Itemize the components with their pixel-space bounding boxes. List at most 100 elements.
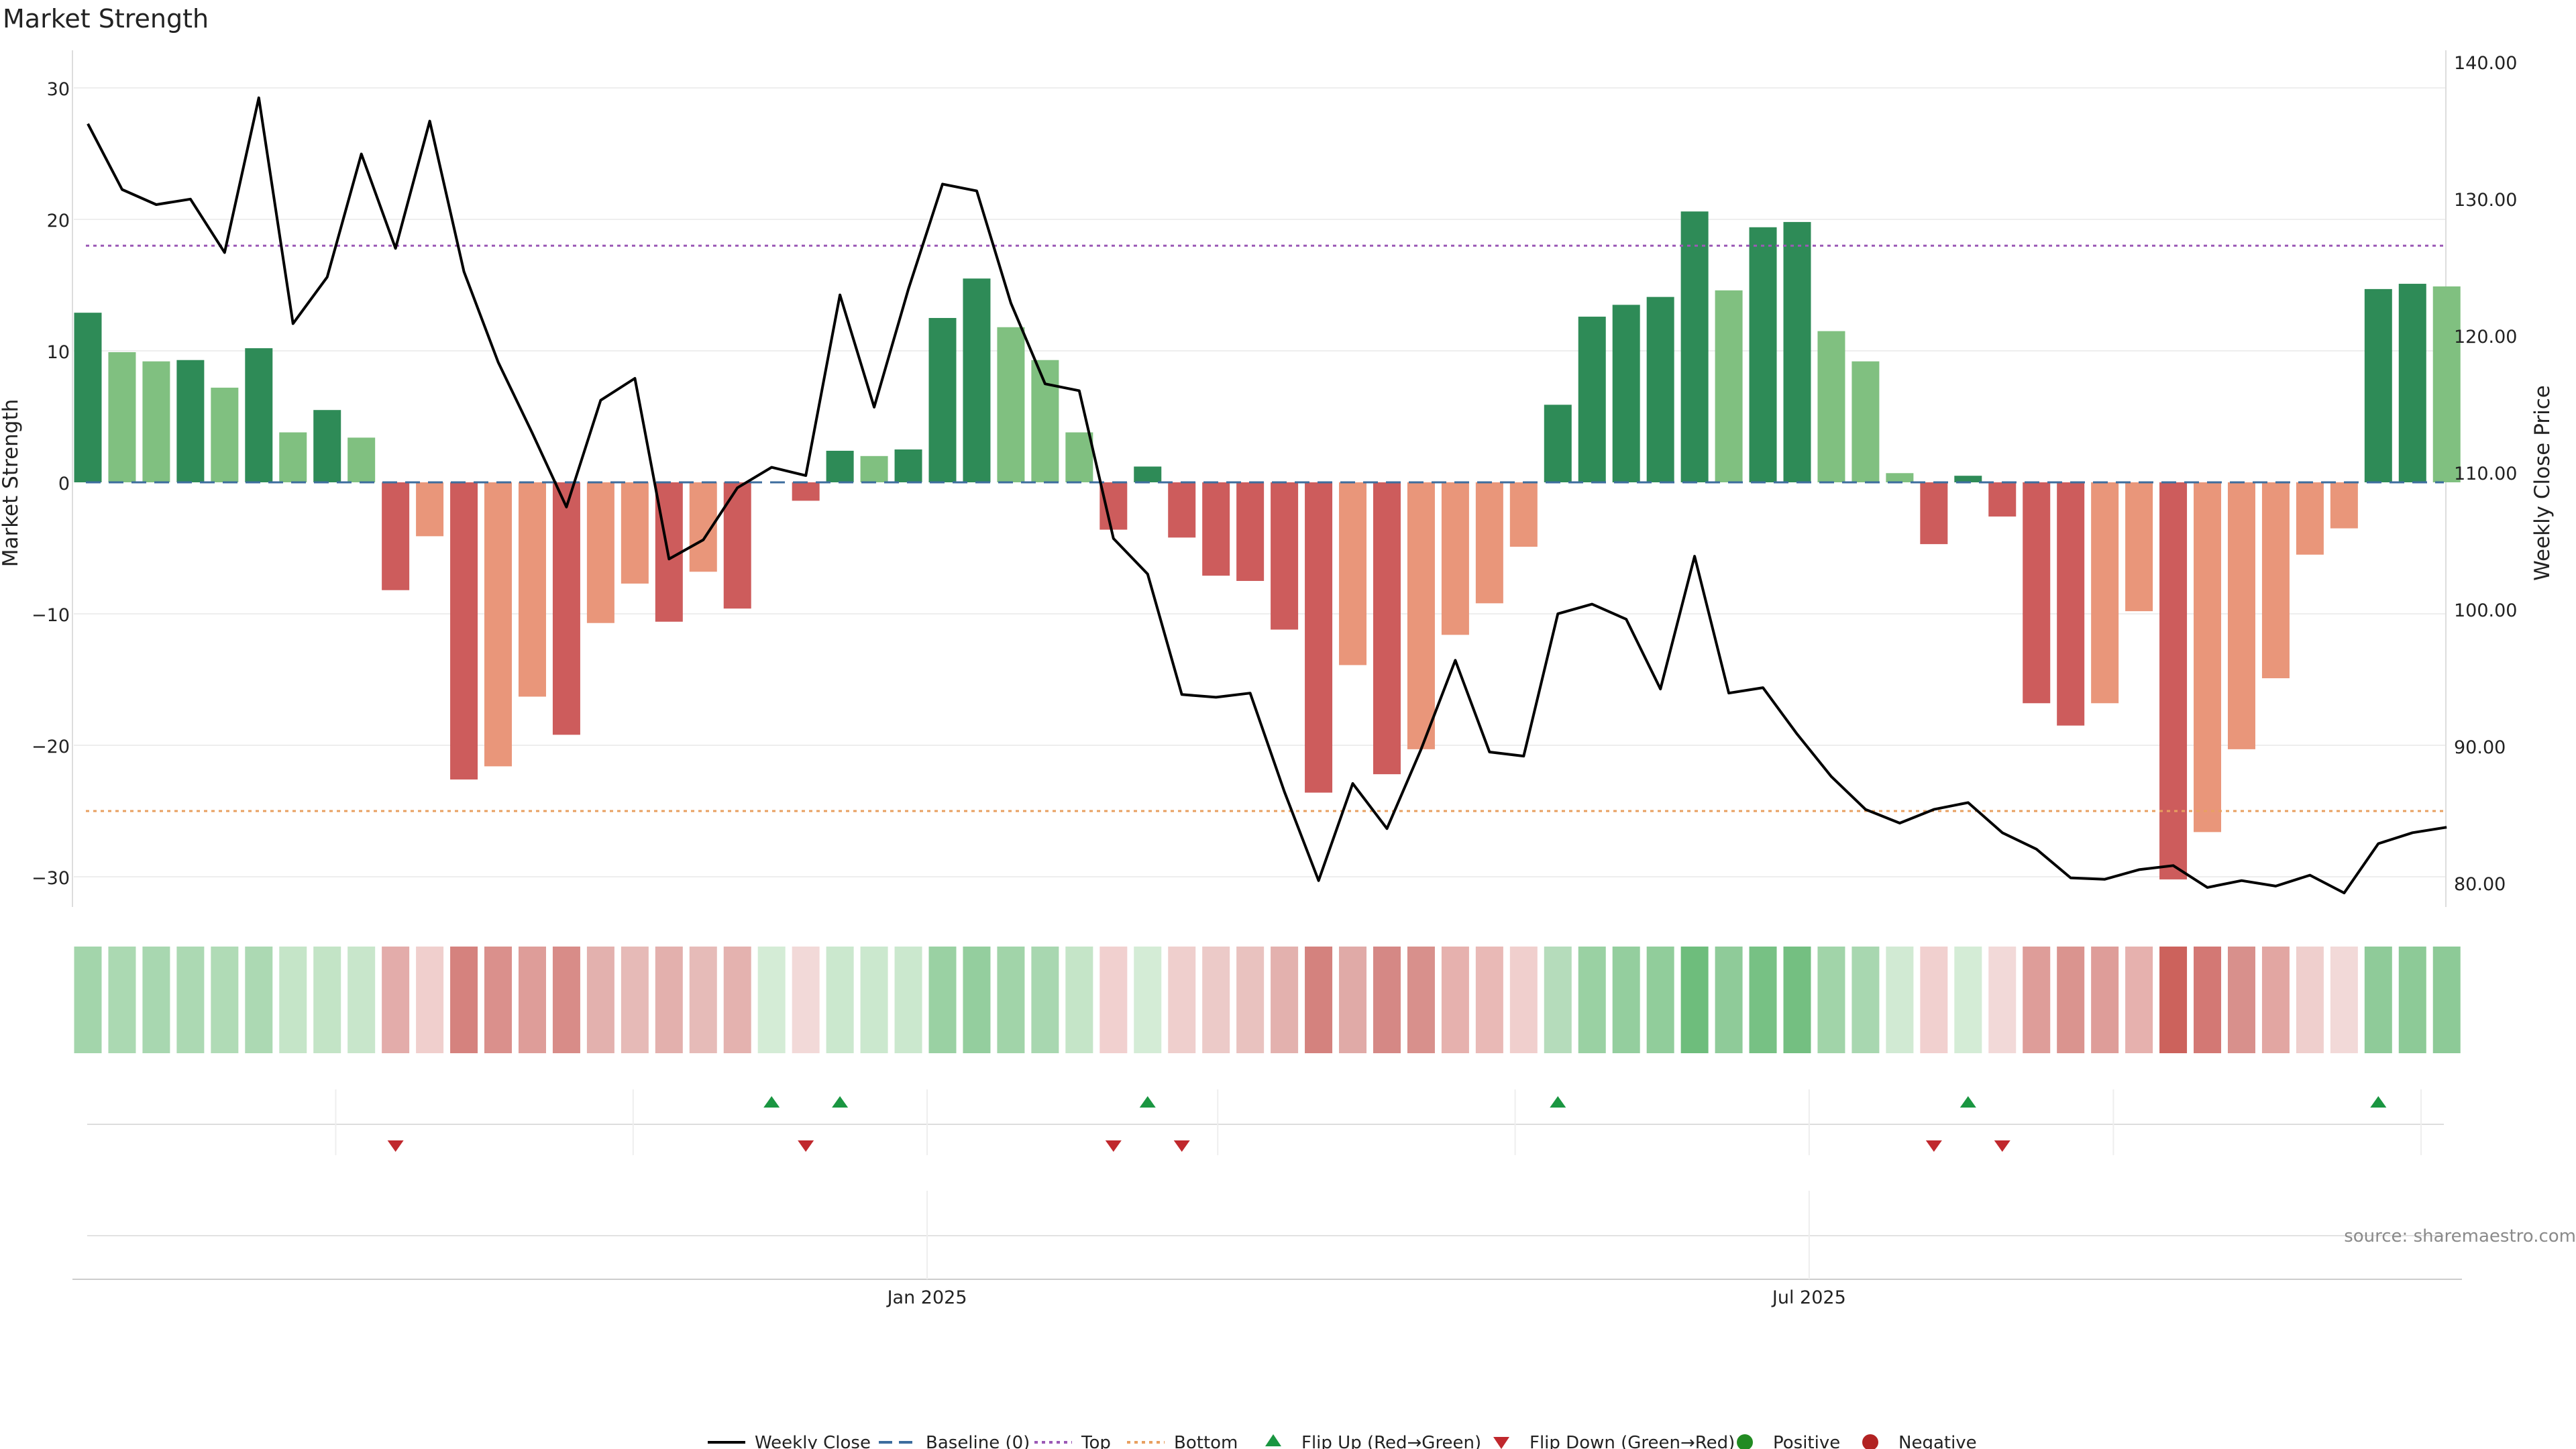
strength-bar — [621, 482, 649, 584]
heat-cell — [1544, 947, 1572, 1053]
heat-cell — [211, 947, 239, 1053]
heat-cell — [2159, 947, 2188, 1053]
right-y-axis-label: Weekly Close Price — [2530, 385, 2555, 581]
heat-cell — [757, 947, 786, 1053]
heat-cell — [2432, 947, 2461, 1053]
strength-bar — [176, 360, 205, 482]
y-tick-right: 90.00 — [2454, 737, 2506, 758]
strength-bar — [792, 482, 820, 501]
flip-down-marker — [387, 1140, 404, 1152]
heat-cell — [1954, 947, 1982, 1053]
strength-bar — [1749, 227, 1777, 482]
strength-bars — [74, 211, 2461, 879]
heat-cell — [1646, 947, 1674, 1053]
y-tick-left: −10 — [32, 605, 70, 626]
x-axis-ticks: Jan 2025 Jul 2025 — [886, 1287, 1846, 1308]
strength-bar — [1509, 482, 1538, 547]
heat-cell — [279, 947, 307, 1053]
strength-bar — [108, 352, 136, 482]
y-tick-left: −20 — [32, 737, 70, 757]
strength-bar — [450, 482, 478, 780]
heat-cell — [1168, 947, 1196, 1053]
heat-cell — [1749, 947, 1777, 1053]
heat-cell — [1441, 947, 1469, 1053]
heat-cell — [2364, 947, 2392, 1053]
left-y-axis-ticks: 30 20 10 0 −10 −20 −30 — [32, 79, 70, 889]
heat-cell — [1509, 947, 1538, 1053]
strength-bar — [279, 432, 307, 482]
strength-bar — [1680, 211, 1709, 482]
legend-label: Positive — [1773, 1433, 1840, 1449]
strength-bar — [518, 482, 546, 697]
strength-bar — [1783, 221, 1811, 482]
legend-item-bottom: Bottom — [1127, 1433, 1238, 1449]
chart-legend: Weekly Close Baseline (0) Top Bottom Fli… — [708, 1433, 1977, 1449]
strength-bar — [2023, 482, 2051, 704]
heat-cell — [1851, 947, 1880, 1053]
heat-cell — [108, 947, 136, 1053]
heat-cell — [655, 947, 683, 1053]
strength-bar — [997, 327, 1025, 482]
heat-cell — [484, 947, 513, 1053]
heat-cell — [2261, 947, 2290, 1053]
strength-bar — [2364, 288, 2392, 482]
heat-cell — [963, 947, 991, 1053]
heat-cell — [1134, 947, 1162, 1053]
heat-cell — [347, 947, 376, 1053]
y-tick-left: −30 — [32, 868, 70, 889]
right-y-axis-ticks: 140.00 130.00 120.00 110.00 100.00 90.00… — [2454, 53, 2517, 895]
strength-bar — [2398, 284, 2426, 482]
legend-label: Top — [1081, 1433, 1111, 1449]
y-tick-right: 110.00 — [2454, 464, 2517, 484]
strength-bar — [928, 318, 957, 482]
heat-cell — [2023, 947, 2051, 1053]
x-tick-label: Jul 2025 — [1771, 1287, 1846, 1308]
heat-cell — [74, 947, 102, 1053]
heat-cell — [1612, 947, 1640, 1053]
y-tick-left: 10 — [47, 342, 70, 363]
heat-cell — [245, 947, 273, 1053]
y-tick-right: 130.00 — [2454, 190, 2517, 211]
y-tick-right: 80.00 — [2454, 874, 2506, 895]
flip-down-marker — [1994, 1140, 2010, 1152]
weekly-close-line — [87, 96, 2447, 895]
heat-cell — [792, 947, 820, 1053]
heat-cell — [2330, 947, 2358, 1053]
flip-up-marker — [832, 1096, 849, 1108]
source-note: source: sharemaestro.com — [2344, 1226, 2576, 1246]
y-tick-left: 30 — [47, 79, 70, 100]
legend-label: Bottom — [1174, 1433, 1238, 1449]
flip-up-marker — [1550, 1096, 1566, 1108]
strength-bar — [347, 437, 376, 482]
strength-bar — [1646, 297, 1674, 482]
heat-cell — [997, 947, 1025, 1053]
strength-bar — [484, 482, 513, 767]
strength-bar — [2330, 482, 2358, 529]
heat-cell — [1886, 947, 1914, 1053]
strength-bar — [245, 348, 273, 482]
heat-cell — [1715, 947, 1743, 1053]
flip-down-marker — [1173, 1140, 1190, 1152]
strength-bar — [894, 449, 922, 482]
flip-down-marker — [798, 1140, 814, 1152]
strength-bar — [142, 361, 170, 482]
heat-cell — [2125, 947, 2153, 1053]
heat-cell — [1271, 947, 1299, 1053]
legend-item-flip-down: Flip Down (Green→Red) — [1493, 1433, 1735, 1449]
flip-up-marker — [1960, 1096, 1976, 1108]
heat-cell — [2091, 947, 2119, 1053]
heat-cell — [1680, 947, 1709, 1053]
dot-icon — [1737, 1434, 1753, 1449]
flip-up-marker — [2370, 1096, 2387, 1108]
flip-down-marker — [1925, 1140, 1942, 1152]
heat-cell — [1339, 947, 1367, 1053]
heat-cell — [1065, 947, 1093, 1053]
strength-bar — [2057, 482, 2085, 726]
chart-title: Market Strength — [3, 4, 209, 34]
strength-bar — [416, 482, 444, 537]
strength-bar — [1168, 482, 1196, 538]
y-tick-left: 20 — [47, 211, 70, 231]
strength-bar — [1407, 482, 1435, 749]
heat-cell — [552, 947, 580, 1053]
